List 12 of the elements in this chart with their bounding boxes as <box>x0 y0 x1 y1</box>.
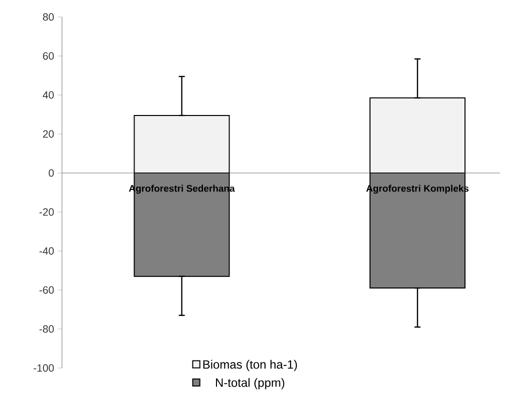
y-tick-label: -40 <box>40 247 54 255</box>
y-tick-label: 80 <box>42 13 54 21</box>
y-tick-label: -100 <box>34 364 54 372</box>
legend-label: Biomas (ton ha-1) <box>203 360 297 372</box>
y-tick-label: 40 <box>42 91 54 99</box>
y-tick-label: 20 <box>43 130 54 138</box>
y-tick-label: -20 <box>40 208 54 216</box>
y-tick-label: 0 <box>48 169 54 177</box>
legend-label: N-total (ppm) <box>216 378 284 390</box>
y-tick-label: 60 <box>43 52 54 60</box>
y-tick-label: -60 <box>40 286 54 294</box>
y-tick-label: -80 <box>40 325 54 333</box>
